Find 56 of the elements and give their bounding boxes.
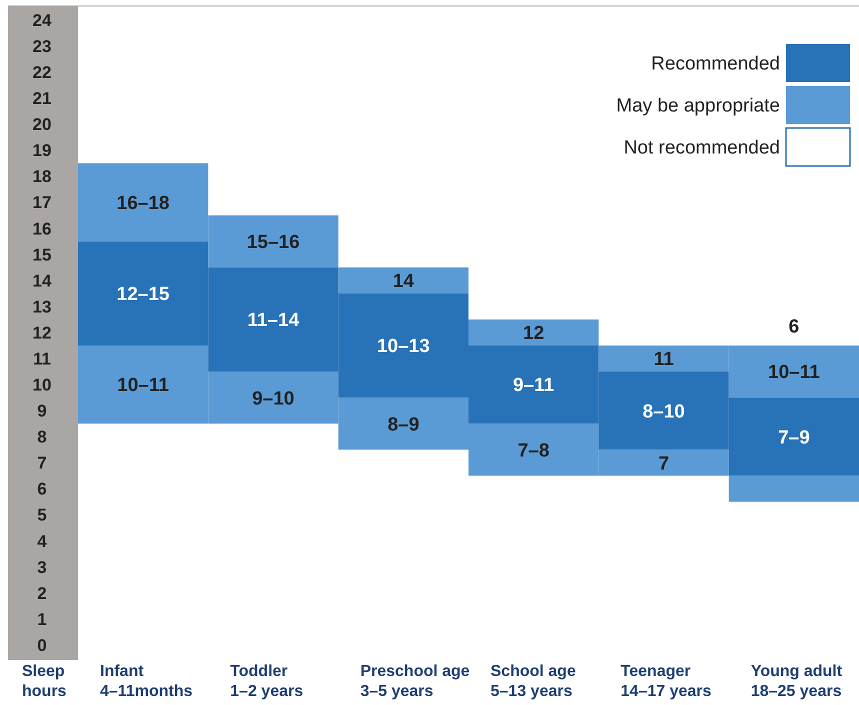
y-axis-title: Sleep hours bbox=[22, 663, 67, 700]
y-tick-label: 4 bbox=[37, 532, 48, 551]
y-tick-label: 9 bbox=[37, 402, 47, 421]
data-label: 10–11 bbox=[117, 375, 170, 396]
data-label: 8–10 bbox=[642, 401, 685, 422]
data-label: 7 bbox=[658, 453, 670, 474]
y-tick-label: 11 bbox=[33, 349, 51, 368]
data-label: 7–8 bbox=[518, 440, 550, 462]
data-label: 12 bbox=[523, 323, 544, 344]
data-label: 11–14 bbox=[247, 310, 300, 332]
data-label: 11 bbox=[654, 349, 674, 370]
bar bbox=[468, 319, 599, 346]
data-label: 10–11 bbox=[768, 362, 820, 384]
bar bbox=[728, 476, 859, 502]
legend-label: May be appropriate bbox=[616, 96, 780, 117]
y-tick-label: 18 bbox=[32, 167, 52, 186]
y-tick-label: 1 bbox=[37, 610, 47, 629]
y-tick-label: 14 bbox=[32, 271, 52, 290]
data-label: 9–10 bbox=[252, 388, 294, 410]
x-tick-label: Infant 4–11months bbox=[100, 663, 193, 700]
data-label: 14 bbox=[392, 271, 414, 292]
y-tick-label: 2 bbox=[37, 584, 47, 603]
x-tick-label: Teenager 14–17 years bbox=[620, 663, 712, 700]
y-tick-label: 10 bbox=[32, 376, 52, 395]
data-label: 7–9 bbox=[778, 427, 810, 448]
annotation: 6 bbox=[788, 316, 800, 338]
y-tick-label: 3 bbox=[37, 558, 47, 577]
x-tick-label: School age 5–13 years bbox=[490, 663, 576, 700]
y-tick-label: 19 bbox=[32, 141, 52, 160]
data-label: 10–13 bbox=[376, 336, 430, 358]
y-tick-label: 21 bbox=[32, 89, 52, 108]
x-tick-label: Young adult 18–25 years bbox=[750, 663, 843, 700]
y-tick-label: 20 bbox=[32, 115, 52, 134]
data-label: 15–16 bbox=[246, 232, 300, 254]
data-label: 12–15 bbox=[116, 284, 170, 306]
y-tick-label: 7 bbox=[37, 454, 47, 473]
y-tick-label: 22 bbox=[32, 63, 52, 82]
data-label: 16–18 bbox=[116, 192, 170, 214]
data-label: 9–11 bbox=[512, 375, 555, 396]
bar bbox=[338, 267, 468, 294]
y-tick-label: 6 bbox=[37, 480, 47, 499]
y-tick-label: 23 bbox=[32, 36, 52, 56]
y-tick-label: 16 bbox=[32, 219, 52, 238]
legend-label: Not recommended bbox=[624, 138, 780, 159]
y-tick-label: 24 bbox=[32, 10, 52, 30]
data-label: 8–9 bbox=[388, 414, 420, 436]
y-tick-label: 17 bbox=[32, 193, 52, 212]
y-tick-label: 8 bbox=[37, 428, 47, 447]
y-tick-label: 13 bbox=[32, 297, 52, 316]
x-tick-label: Toddler 1–2 years bbox=[230, 663, 304, 700]
y-tick-label: 15 bbox=[32, 245, 52, 264]
y-tick-label: 5 bbox=[37, 506, 47, 525]
y-tick-label: 12 bbox=[32, 323, 52, 342]
y-tick-label: 0 bbox=[37, 636, 47, 655]
x-tick-label: Preschool age 3–5 years bbox=[360, 663, 470, 700]
legend-label: Recommended bbox=[651, 54, 780, 75]
